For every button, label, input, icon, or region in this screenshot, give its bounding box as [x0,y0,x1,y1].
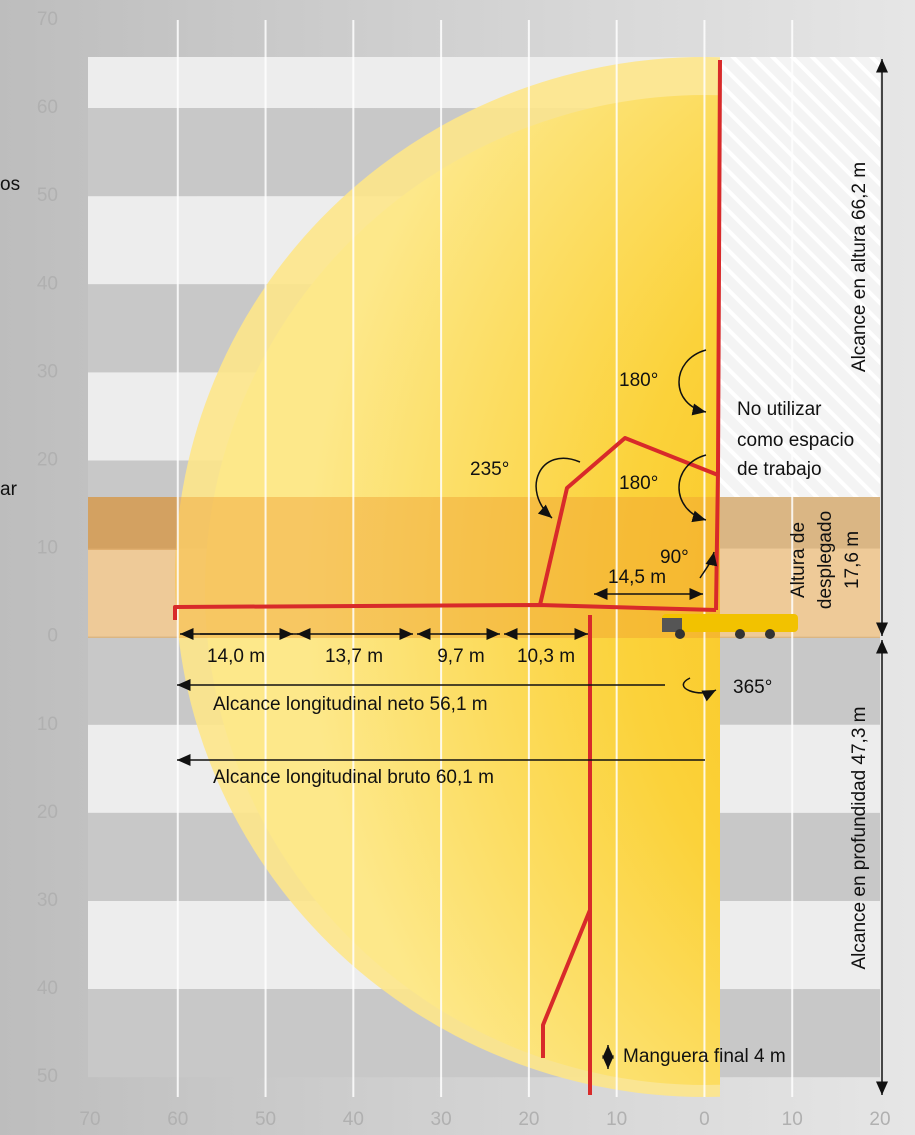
x-axis-label: 70 [79,1109,100,1130]
note: de trabajo [737,459,822,480]
gross-reach: Alcance longitudinal bruto 60,1 m [213,767,494,788]
section: 14,0 m [207,646,265,667]
y-axis-label: 0 [47,626,58,647]
note: como espacio [737,430,854,451]
angle: 90° [660,547,689,568]
cropped-text: ar [0,479,18,500]
section: 13,7 m [325,646,383,667]
x-axis-label: 40 [343,1109,364,1130]
y-axis-label: 30 [37,361,58,382]
dimensions [177,59,888,1095]
y-axis-label: 10 [37,714,58,735]
y-axis-label: 70 [37,9,58,30]
y-axis-label: 40 [37,978,58,999]
y-axis-label: 30 [37,890,58,911]
y-axis-label: 50 [37,1066,58,1087]
offset: 14,5 m [608,567,666,588]
unfold-band-dark [88,497,178,550]
y-axis-label: 20 [37,802,58,823]
section: 9,7 m [437,646,485,667]
unfold-height: desplegado [815,511,836,609]
y-axis-label: 60 [37,97,58,118]
depth-reach: Alcance en profundidad 47,3 m [849,706,870,969]
height-reach: Alcance en altura 66,2 m [849,162,870,372]
labels: os ar Alcance en altura 66,2 m Alcance e… [0,162,870,1067]
end-hose: Manguera final 4 m [623,1046,786,1067]
boom [173,59,722,1095]
note: No utilizar [737,399,822,420]
x-axis-label: 10 [782,1109,803,1130]
cropped-text: os [0,174,20,195]
section: 10,3 m [517,646,575,667]
x-axis-label: 0 [699,1109,710,1130]
axes: 70 60 50 40 30 20 10 0 10 20 70 60 50 40 30 20 10 0 10 20 30… [37,9,891,1130]
x-axis-label: 10 [606,1109,627,1130]
x-axis-label: 60 [167,1109,188,1130]
y-axis-label: 10 [37,538,58,559]
angle: 235° [470,459,509,480]
angle: 365° [733,677,772,698]
x-axis-label: 50 [255,1109,276,1130]
y-axis-label: 40 [37,273,58,294]
y-axis-label: 50 [37,185,58,206]
hatched-zone [720,57,880,497]
angle: 180° [619,473,658,494]
y-axis-label: 20 [37,450,58,471]
unfold-height: Altura de [788,522,809,598]
x-axis-label: 30 [431,1109,452,1130]
x-axis-label: 20 [869,1109,890,1130]
truck [662,614,798,639]
grid [176,20,794,1097]
x-axis-label: 20 [518,1109,539,1130]
angle: 180° [619,370,658,391]
unfold-height: 17,6 m [842,531,863,589]
net-reach: Alcance longitudinal neto 56,1 m [213,694,488,715]
